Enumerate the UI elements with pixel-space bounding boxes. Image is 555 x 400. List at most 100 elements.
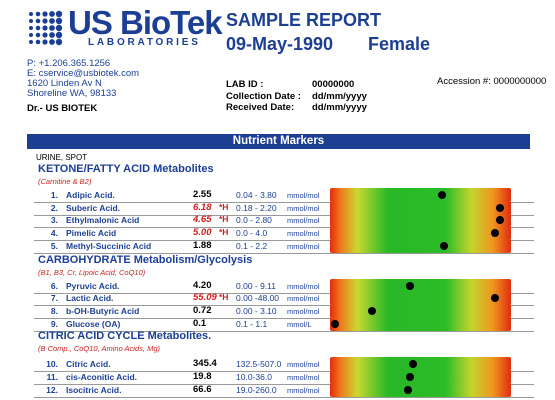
marker-name: Isocitric Acid. <box>66 385 122 395</box>
row-divider <box>34 215 534 216</box>
marker-level-bar <box>330 201 511 215</box>
marker-value: 66.6 <box>193 384 212 395</box>
patient-gender: Female <box>368 34 431 54</box>
marker-range: 0.00 - 9.11 <box>236 281 277 291</box>
section-title: CARBOHYDRATE Metabolism/Glycolysis <box>38 254 253 266</box>
marker-level-dot <box>438 191 447 199</box>
marker-name: Glucose (OA) <box>66 319 121 329</box>
marker-name: Lactic Acid. <box>66 293 114 303</box>
marker-number: 10. <box>46 359 58 369</box>
marker-unit: mmol/mol <box>287 229 320 238</box>
lab-id-value: 00000000 <box>312 79 355 90</box>
row-divider <box>34 318 534 319</box>
section-subtitle: (B1, B3, Cr, Lipoic Acid, CoQ10) <box>38 268 146 277</box>
contact-address-line2: Shoreline WA, 98133 <box>27 88 117 99</box>
marker-level-dot <box>496 204 505 212</box>
marker-unit: mmol/mol <box>287 191 320 200</box>
marker-value: 55.09 <box>193 292 217 303</box>
row-divider <box>34 253 534 254</box>
marker-value: 4.65 <box>193 214 212 225</box>
marker-level-bar <box>330 279 511 293</box>
marker-level-dot <box>409 360 418 368</box>
contact-phone: P: +1.206.365.1256 <box>27 58 111 69</box>
section-title: CITRIC ACID CYCLE Metabolites. <box>38 330 212 342</box>
marker-value: 19.8 <box>193 371 212 382</box>
marker-name: Methyl-Succinic Acid <box>66 241 152 251</box>
marker-name: Suberic Acid. <box>66 203 121 213</box>
marker-unit: mmol/mol <box>287 360 320 369</box>
contact-email: E: cservice@usbiotek.com <box>27 68 140 79</box>
marker-range: 0.1 - 1.1 <box>236 319 268 329</box>
marker-level-dot <box>405 282 414 290</box>
marker-level-dot <box>440 242 449 250</box>
marker-name: Adipic Acid. <box>66 190 115 200</box>
received-date-value: dd/mm/yyyy <box>312 102 367 113</box>
row-divider <box>34 293 534 294</box>
marker-value: 4.20 <box>193 280 212 291</box>
marker-number: 6. <box>50 281 58 291</box>
row-divider <box>34 331 534 332</box>
marker-level-bar <box>330 317 511 331</box>
marker-value: 0.1 <box>193 318 207 329</box>
row-divider <box>34 305 534 306</box>
collection-date-label: Collection Date : <box>226 91 301 102</box>
row-divider <box>34 202 534 203</box>
marker-level-dot <box>490 294 499 302</box>
marker-value: 6.18 <box>193 202 212 213</box>
marker-unit: mmol/mol <box>287 216 320 225</box>
marker-range: 0.1 - 2.2 <box>236 241 268 251</box>
doctor-name: Dr.- US BIOTEK <box>27 103 98 114</box>
marker-unit: mmol/mol <box>287 294 320 303</box>
marker-level-bar <box>330 383 511 397</box>
marker-range: 0.18 - 2.20 <box>236 203 277 213</box>
marker-level-bar <box>330 357 511 371</box>
row-divider <box>34 240 534 241</box>
marker-value: 345.4 <box>193 358 217 369</box>
marker-level-bar <box>330 226 511 240</box>
marker-level-dot <box>496 216 505 224</box>
logo-name: US BioTek <box>68 4 223 41</box>
row-divider <box>34 397 534 398</box>
report-date: 09-May-1990 <box>226 34 334 54</box>
marker-unit: mmol/mol <box>287 373 320 382</box>
marker-flag: *H <box>219 292 229 302</box>
marker-name: Citric Acid. <box>66 359 111 369</box>
marker-level-bar <box>330 188 511 202</box>
marker-flag: *H <box>219 202 229 212</box>
marker-number: 1. <box>50 190 58 200</box>
marker-range: 0.00 -48.00 <box>236 293 280 303</box>
marker-name: Pyruvic Acid. <box>66 281 120 291</box>
marker-unit: mmol/mol <box>287 204 320 213</box>
marker-range: 10.0-36.0 <box>236 372 272 382</box>
marker-unit: mmol/mol <box>287 386 320 395</box>
section-subtitle: (Carnitine & B2) <box>38 177 92 186</box>
marker-number: 11. <box>46 372 58 382</box>
marker-name: Pimelic Acid <box>66 228 117 238</box>
marker-range: 19.0-260.0 <box>236 385 277 395</box>
marker-number: 2. <box>50 203 58 213</box>
row-divider <box>34 384 534 385</box>
marker-level-bar <box>330 370 511 384</box>
section-title: KETONE/FATTY ACID Metabolites <box>38 163 214 175</box>
marker-level-dot <box>331 320 340 328</box>
marker-value: 1.88 <box>193 240 212 251</box>
marker-unit: mmol/mol <box>287 307 320 316</box>
logo-subtitle: LABORATORIES <box>88 37 201 48</box>
marker-unit: mmol/mol <box>287 242 320 251</box>
logo-dots-icon <box>29 10 63 46</box>
marker-level-dot <box>490 229 499 237</box>
marker-name: cis-Aconitic Acid. <box>66 372 138 382</box>
marker-flag: *H <box>219 227 229 237</box>
marker-level-bar <box>330 291 511 305</box>
marker-level-dot <box>367 307 376 315</box>
marker-number: 3. <box>50 215 58 225</box>
marker-range: 0.04 - 3.80 <box>236 190 277 200</box>
marker-value: 5.00 <box>193 227 212 238</box>
report-title: SAMPLE REPORT <box>226 10 382 30</box>
marker-level-dot <box>403 386 412 394</box>
marker-range: 0.00 - 3.10 <box>236 306 277 316</box>
marker-number: 12. <box>46 385 58 395</box>
row-divider <box>34 371 534 372</box>
accession-number: Accession #: 0000000000 <box>437 76 547 87</box>
sample-type: URINE, SPOT <box>36 153 88 162</box>
